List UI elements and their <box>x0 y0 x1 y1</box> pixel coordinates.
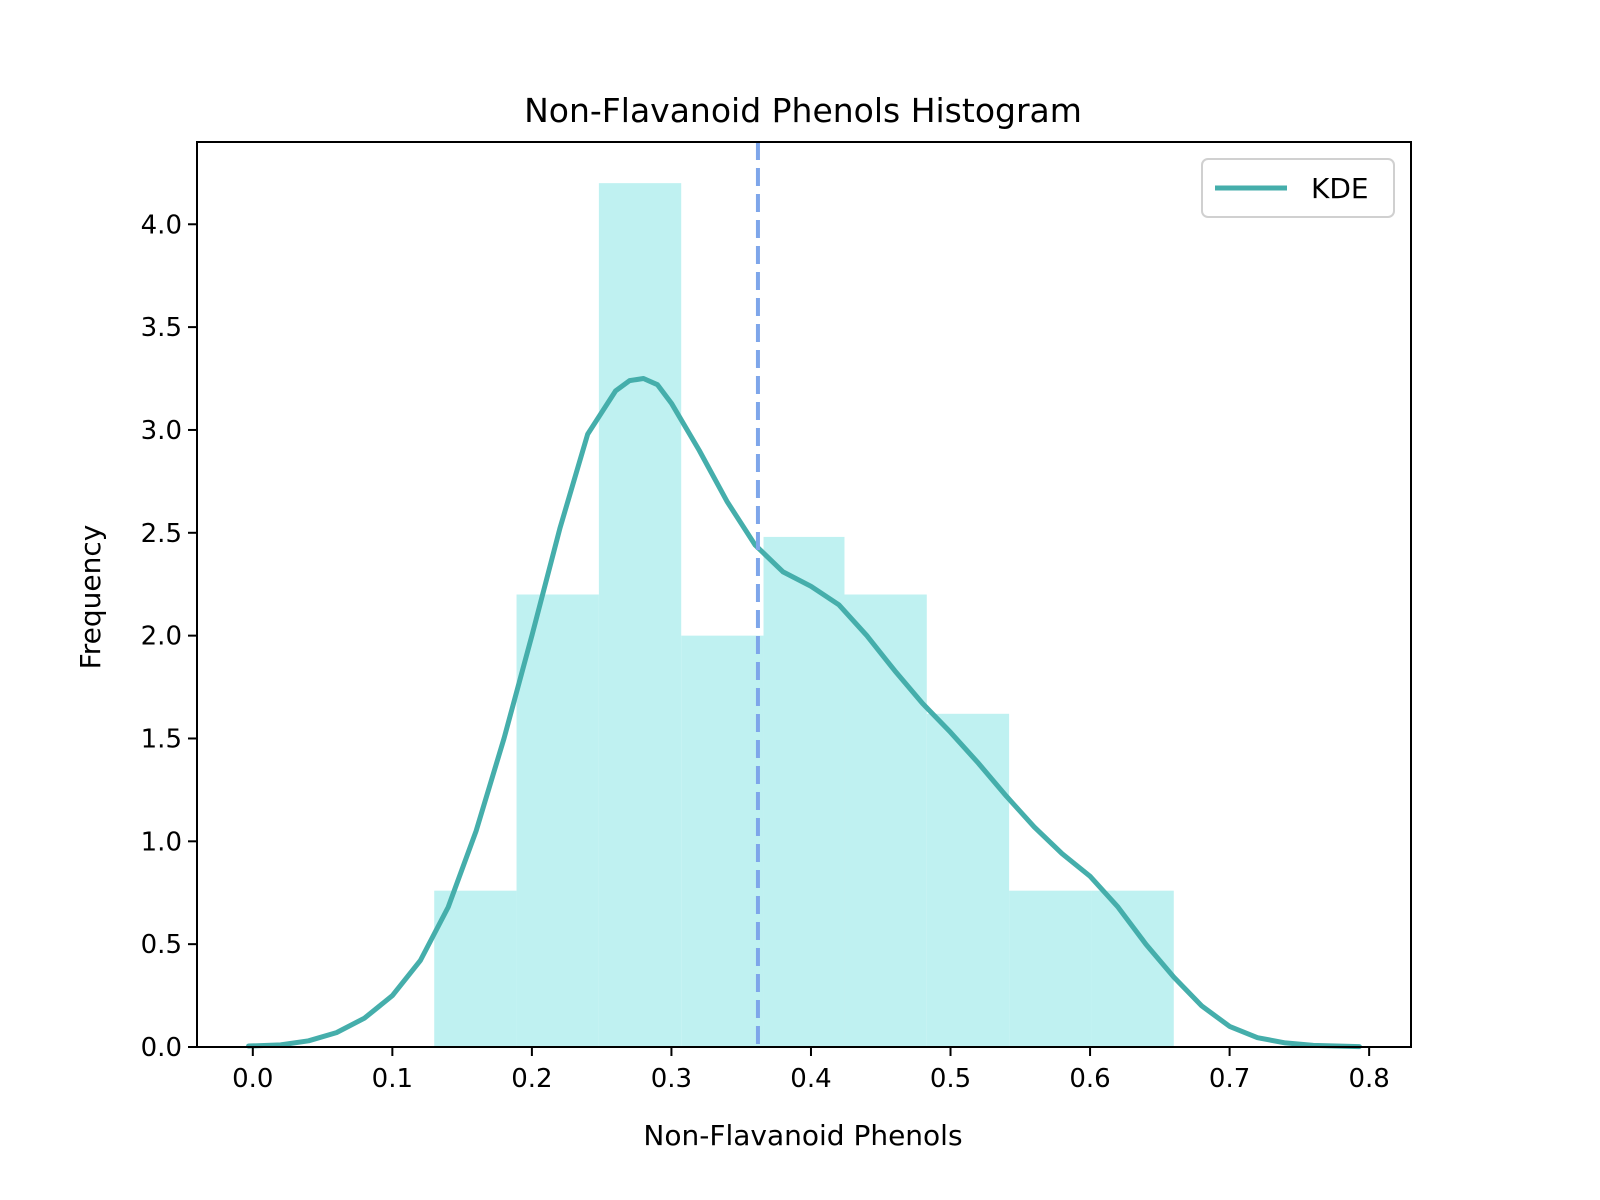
legend: KDE <box>1201 158 1395 218</box>
y-tick-label-6: 3.0 <box>141 416 182 446</box>
y-tick-label-5: 2.5 <box>141 519 182 549</box>
histogram-bar-6 <box>926 713 1010 1047</box>
y-tick-label-8: 4.0 <box>141 210 182 240</box>
y-tick-label-0: 0.0 <box>141 1033 182 1063</box>
histogram-bar-2 <box>598 183 682 1048</box>
histogram-bar-8 <box>1091 890 1174 1047</box>
y-tick-label-2: 1.0 <box>141 827 182 857</box>
histogram-bars <box>434 183 1174 1048</box>
kde-line <box>246 376 1362 1050</box>
x-axis-ticks: 0.0 0.1 0.2 0.3 0.4 0.5 0.6 0.7 0.8 <box>232 1047 1390 1094</box>
chart-title: Non-Flavanoid Phenols Histogram <box>524 91 1082 130</box>
y-tick-label-4: 2.0 <box>141 622 182 652</box>
x-tick-label-4: 0.4 <box>790 1064 831 1094</box>
histogram-bar-7 <box>1009 890 1092 1047</box>
x-tick-label-0: 0.0 <box>232 1064 273 1094</box>
histogram-bar-4 <box>763 536 845 1047</box>
x-tick-label-2: 0.2 <box>511 1064 552 1094</box>
legend-kde-label: KDE <box>1311 172 1369 205</box>
x-tick-label-1: 0.1 <box>372 1064 413 1094</box>
x-tick-label-3: 0.3 <box>651 1064 692 1094</box>
histogram-bar-1 <box>516 594 599 1047</box>
histogram-bar-5 <box>844 594 927 1047</box>
legend-box <box>1201 158 1395 218</box>
histogram-bar-0 <box>434 890 517 1047</box>
x-tick-label-5: 0.5 <box>930 1064 971 1094</box>
y-tick-label-1: 0.5 <box>141 930 182 960</box>
y-axis-ticks: 0.0 0.5 1.0 1.5 2.0 2.5 3.0 3.5 4.0 <box>141 210 197 1063</box>
x-tick-label-6: 0.6 <box>1069 1064 1110 1094</box>
y-axis-title: Frequency <box>74 525 107 670</box>
y-tick-label-3: 1.5 <box>141 724 182 754</box>
x-tick-label-7: 0.7 <box>1209 1064 1250 1094</box>
x-axis-title: Non-Flavanoid Phenols <box>643 1119 962 1152</box>
y-tick-label-7: 3.5 <box>141 313 182 343</box>
kde-layer <box>246 376 1362 1050</box>
histogram-bar-3 <box>681 635 764 1047</box>
x-tick-label-8: 0.8 <box>1348 1064 1389 1094</box>
plot-frame <box>196 141 1412 1048</box>
